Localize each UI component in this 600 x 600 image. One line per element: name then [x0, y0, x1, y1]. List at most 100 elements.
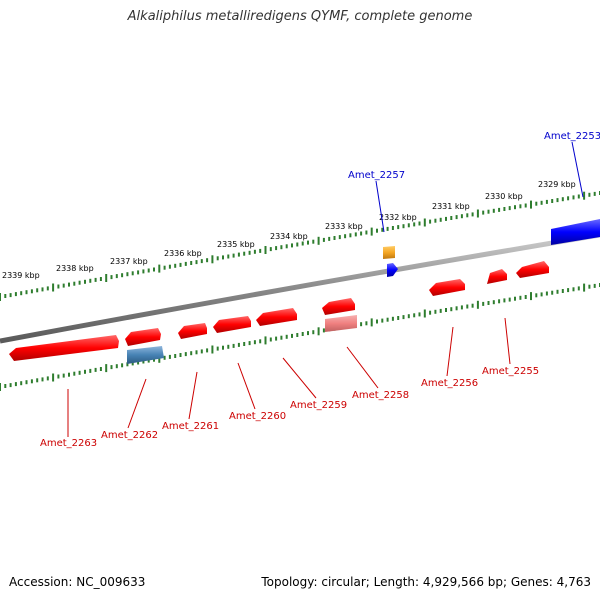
outer-tick-69 — [365, 230, 368, 235]
map-title: Alkaliphilus metalliredigens QYMF, compl… — [127, 9, 473, 24]
gene-amet-2263[interactable] — [9, 335, 119, 361]
outer-tick-86 — [455, 215, 458, 220]
gene-amet-2255-b[interactable] — [487, 269, 507, 284]
inner-tick-49 — [259, 339, 262, 344]
outer-tick-62 — [328, 236, 331, 241]
inner-tick-80 — [423, 309, 426, 318]
outer-tick-52 — [275, 246, 278, 251]
outer-tick-95 — [503, 207, 506, 211]
outer-tick-79 — [418, 221, 421, 226]
inner-tick-43 — [227, 344, 230, 349]
inner-tick-53 — [280, 335, 283, 340]
inner-tick-75 — [397, 316, 400, 320]
outer-tick-37 — [195, 260, 198, 265]
outer-tick-10 — [52, 283, 55, 292]
gene-amet-2257-a[interactable] — [383, 246, 395, 259]
leader-amet-2259 — [282, 357, 317, 399]
gene-label-amet-2255[interactable]: Amet_2255 — [482, 366, 539, 377]
outer-tick-7 — [36, 288, 39, 293]
gene-amet-2253[interactable] — [551, 219, 600, 245]
gene-label-amet-2258[interactable]: Amet_2258 — [352, 390, 409, 401]
inner-tick-76 — [402, 315, 405, 320]
inner-tick-89 — [471, 303, 474, 308]
outer-tick-48 — [253, 249, 256, 254]
inner-tick-14 — [73, 371, 76, 376]
outer-tick-30 — [158, 264, 161, 273]
gene-label-amet-2262[interactable]: Amet_2262 — [101, 430, 158, 441]
outer-tick-43 — [227, 254, 230, 259]
outer-tick-25 — [131, 271, 134, 276]
inner-tick-29 — [153, 357, 155, 362]
outer-tick-64 — [338, 235, 341, 240]
outer-tick-109 — [577, 194, 580, 199]
inner-tick-81 — [429, 310, 432, 315]
outer-tick-21 — [110, 275, 113, 280]
inner-tick-56 — [296, 333, 299, 337]
leader-amet-2261 — [188, 371, 198, 420]
tick-label-2330: 2330 kbp — [485, 192, 523, 201]
outer-tick-47 — [248, 250, 251, 255]
outer-tick-31 — [163, 265, 166, 270]
tick-labels: 2329 kbp 2330 kbp 2331 kbp 2332 kbp 2333… — [2, 180, 576, 280]
outer-tick-38 — [200, 259, 203, 264]
inner-tick-8 — [41, 377, 44, 382]
outer-tick-60 — [317, 236, 320, 245]
leader-amet-2256 — [446, 326, 454, 377]
outer-tick-101 — [535, 201, 538, 206]
gene-amet-2255-a[interactable] — [516, 261, 549, 278]
gene-amet-2258-a[interactable] — [322, 298, 355, 315]
outer-tick-16 — [84, 279, 86, 284]
inner-tick-11 — [57, 374, 60, 379]
outer-tick-110 — [583, 191, 586, 200]
gene-label-amet-2263[interactable]: Amet_2263 — [40, 438, 97, 449]
outer-tick-68 — [360, 231, 363, 236]
inner-tick-31 — [163, 355, 166, 360]
outer-tick-39 — [206, 258, 209, 263]
outer-tick-34 — [179, 262, 182, 267]
outer-tick-94 — [498, 207, 501, 212]
inner-tick-74 — [391, 316, 394, 321]
outer-tick-58 — [307, 240, 309, 245]
gene-amet-2262-b[interactable] — [127, 346, 164, 364]
gene-label-amet-2259[interactable]: Amet_2259 — [290, 400, 347, 411]
outer-tick-6 — [30, 289, 33, 294]
inner-tick-84 — [445, 308, 447, 312]
gene-amet-2257-b[interactable] — [387, 263, 398, 277]
inner-tick-23 — [121, 363, 124, 368]
gene-label-amet-2260[interactable]: Amet_2260 — [229, 411, 286, 422]
gene-amet-2258-b[interactable] — [325, 315, 357, 332]
inner-tick-101 — [535, 293, 538, 298]
gene-labels: Amet_2253 Amet_2255 Amet_2256 Amet_2257 … — [40, 131, 600, 449]
gene-label-amet-2256[interactable]: Amet_2256 — [421, 378, 478, 389]
outer-tick-42 — [222, 255, 224, 260]
gene-amet-2261[interactable] — [178, 323, 207, 339]
inner-tick-15 — [78, 370, 81, 375]
gene-label-amet-2261[interactable]: Amet_2261 — [162, 421, 219, 432]
inner-tick-110 — [583, 283, 586, 292]
inner-tick-104 — [551, 290, 554, 295]
outer-tick-51 — [269, 247, 272, 252]
inner-tick-37 — [195, 350, 198, 355]
outer-tick-35 — [184, 261, 187, 266]
gene-label-amet-2257[interactable]: Amet_2257 — [348, 170, 405, 181]
inner-tick-95 — [503, 298, 506, 303]
inner-tick-47 — [248, 341, 251, 346]
outer-tick-91 — [482, 210, 485, 215]
inner-tick-58 — [307, 331, 309, 336]
outer-tick-98 — [519, 204, 522, 209]
inner-tick-22 — [115, 364, 118, 369]
gene-amet-2256[interactable] — [429, 279, 465, 296]
outer-tick-44 — [232, 253, 235, 258]
gene-label-amet-2253[interactable]: Amet_2253 — [544, 131, 600, 142]
outer-tick-74 — [391, 226, 394, 230]
outer-tick-93 — [492, 208, 495, 213]
leader-lines — [67, 141, 584, 437]
gene-amet-2260[interactable] — [213, 316, 251, 333]
gene-amet-2259[interactable] — [256, 308, 297, 326]
outer-tick-83 — [439, 217, 442, 222]
outer-tick-8 — [41, 287, 44, 292]
inner-tick-55 — [291, 333, 293, 338]
outer-tick-75 — [397, 225, 400, 230]
gene-amet-2262-a[interactable] — [125, 328, 161, 346]
inner-tick-16 — [84, 369, 86, 374]
